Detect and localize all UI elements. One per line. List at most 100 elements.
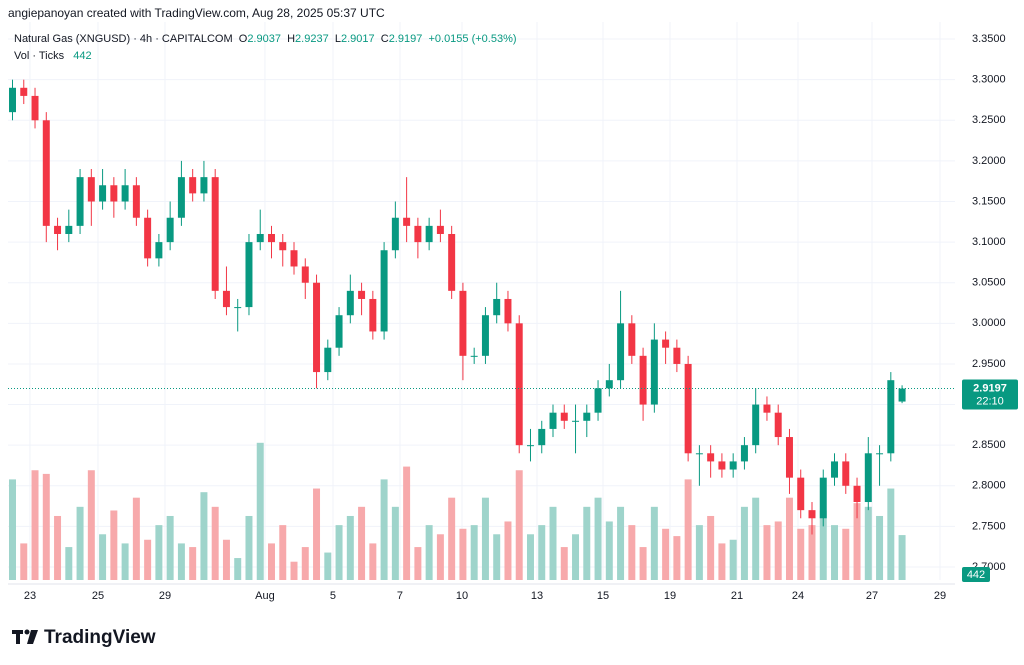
candle-body <box>42 120 50 226</box>
candle-body <box>155 242 163 259</box>
volume-bar <box>65 547 73 580</box>
volume-bar <box>54 515 62 580</box>
volume-bar <box>87 470 95 580</box>
volume-bar <box>470 525 478 580</box>
countdown: 22:10 <box>976 395 1004 407</box>
y-tick-label: 2.9500 <box>972 358 1006 370</box>
ohlc-value: 2.9197 <box>388 33 423 45</box>
volume-bar <box>493 534 501 580</box>
candle-body <box>414 225 422 243</box>
candle-body <box>650 339 658 405</box>
volume-bar <box>504 521 512 580</box>
x-tick-label: 19 <box>664 590 676 602</box>
volume-bar <box>718 543 726 580</box>
ohlc-value: 2.9237 <box>295 33 329 45</box>
volume-bar <box>560 547 568 580</box>
candle-body <box>403 217 411 226</box>
volume-bar <box>414 547 422 580</box>
candle-body <box>740 445 748 462</box>
volume-bar <box>9 479 16 580</box>
volume-bar <box>425 525 433 580</box>
candle-body <box>617 323 625 381</box>
candle-body <box>459 290 467 356</box>
y-tick-label: 3.3500 <box>972 33 1006 45</box>
candle-body <box>898 388 906 402</box>
volume-bar <box>313 488 321 580</box>
volume-bar <box>740 506 748 580</box>
volume-title: Vol · Ticks <box>14 50 65 62</box>
logo-mark <box>24 629 30 635</box>
candle-body <box>9 87 16 113</box>
volume-bar <box>256 442 264 580</box>
candle-body <box>526 445 534 447</box>
candle-body <box>279 242 287 251</box>
volume-bar <box>459 528 467 580</box>
x-tick-label: 27 <box>866 590 878 602</box>
change: +0.0155 (+0.53%) <box>428 33 517 45</box>
volume-bar <box>436 534 444 580</box>
candle-body <box>132 185 140 218</box>
candle-body <box>628 323 636 356</box>
volume-last-box <box>962 567 990 582</box>
volume-bar <box>31 470 39 580</box>
ohlc-value: 2.9037 <box>247 33 281 45</box>
ohlc-value: 2.9017 <box>340 33 375 45</box>
volume-bar <box>380 479 388 580</box>
x-tick-label: 15 <box>597 590 609 602</box>
volume-bar <box>842 528 850 580</box>
candle-body <box>752 404 760 446</box>
volume-bar <box>650 506 658 580</box>
volume-bar <box>166 515 174 580</box>
candle-body <box>785 437 793 478</box>
candle-body <box>560 412 568 421</box>
logo: TradingView <box>12 627 156 648</box>
candle-body <box>774 412 782 438</box>
volume-bar <box>819 510 827 580</box>
volume-bar <box>290 561 298 580</box>
symbol: Natural Gas (XNGUSD) · 4h · CAPITALCOM <box>14 33 233 45</box>
volume-bar <box>358 506 366 580</box>
candle-body <box>358 290 366 299</box>
candle-body <box>493 298 501 316</box>
candle-body <box>504 298 512 324</box>
volume-legend: Vol · Ticks 442 <box>14 50 92 62</box>
x-tick-label: 24 <box>792 590 804 602</box>
candle-body <box>549 412 557 429</box>
volume-bar <box>774 521 782 580</box>
x-tick-label: 5 <box>330 590 336 602</box>
y-tick-label: 3.1500 <box>972 195 1006 207</box>
candle-body <box>662 339 670 348</box>
candle-body <box>425 225 433 243</box>
y-tick-label: 3.2500 <box>972 114 1006 126</box>
volume-bar <box>110 510 118 580</box>
y-tick-label: 3.1000 <box>972 236 1006 248</box>
volume-bar <box>481 497 489 580</box>
candle-body <box>831 461 839 478</box>
candle-body <box>54 225 62 234</box>
volume-bar <box>831 525 839 580</box>
candle-body <box>391 217 399 251</box>
logo-mark <box>16 630 20 644</box>
volume-bar <box>324 552 332 580</box>
candle-body <box>256 233 264 243</box>
candle-body <box>448 233 456 291</box>
candle-body <box>515 323 523 446</box>
volume-bar <box>707 515 715 580</box>
candle-body <box>245 242 253 308</box>
candle-body <box>301 266 309 283</box>
candle-body <box>853 485 861 503</box>
candle-body <box>76 177 84 226</box>
volume-bar <box>200 492 208 580</box>
volume-bar <box>538 525 546 580</box>
volume-bar <box>20 543 28 580</box>
volume-bar <box>763 525 771 580</box>
volume-bar <box>144 539 152 580</box>
candle-body <box>20 87 28 96</box>
x-tick-label: 25 <box>92 590 104 602</box>
volume-bar <box>684 479 692 580</box>
x-tick-label: 13 <box>531 590 543 602</box>
volume-bar <box>121 543 129 580</box>
candle-body <box>380 250 388 332</box>
